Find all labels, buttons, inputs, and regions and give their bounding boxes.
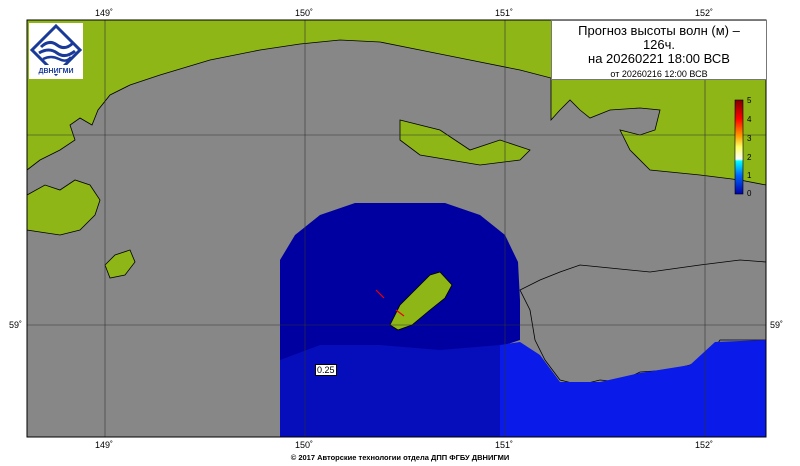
dvnigmi-logo: ДВНИГМИ (29, 23, 83, 79)
colorbar-label: 2 (747, 153, 752, 162)
lon-label-top: 151˚ (495, 8, 514, 18)
bay-land (399, 119, 531, 166)
colorbar-label: 5 (747, 96, 752, 105)
contour-label: 0.25 (315, 364, 337, 376)
wave-direction-arrow (375, 289, 385, 299)
island-in-sea (389, 271, 453, 331)
svg-text:ДВНИГМИ: ДВНИГМИ (39, 68, 74, 75)
lat-label-left: 59˚ (9, 320, 23, 330)
title-line2: 126ч. (642, 37, 676, 52)
colorbar-label: 1 (747, 171, 752, 180)
lon-label-bottom: 151˚ (495, 440, 514, 450)
copyright-footer: © 2017 Авторские технологии отдела ДПП Ф… (290, 453, 510, 462)
small-island (104, 249, 136, 279)
colorbar-label: 0 (747, 189, 752, 198)
lon-label-bottom: 152˚ (695, 440, 714, 450)
title-line4: от 20260216 12:00 ВСВ (610, 69, 708, 79)
logo-emblem-icon: ДВНИГМИ (29, 23, 83, 77)
lat-label-right: 59˚ (770, 320, 784, 330)
title-line3: на 20260221 18:00 ВСВ (588, 51, 730, 66)
title-line1: Прогноз высоты волн (м) – (578, 23, 740, 38)
graticule (27, 20, 766, 437)
map-frame (26, 19, 767, 438)
lon-label-bottom: 149˚ (95, 440, 114, 450)
wave-direction-arrow (395, 309, 405, 317)
lon-label-top: 149˚ (95, 8, 114, 18)
title-box: Прогноз высоты волн (м) – 126ч. на 20260… (551, 20, 767, 80)
colorbar (734, 99, 744, 195)
lon-label-bottom: 150˚ (295, 440, 314, 450)
lon-label-top: 152˚ (695, 8, 714, 18)
colorbar-label: 4 (747, 115, 752, 124)
peninsula-west (26, 179, 101, 236)
wave-field-mid (500, 340, 766, 437)
wave-field-025 (280, 345, 500, 437)
lon-label-top: 150˚ (295, 8, 314, 18)
colorbar-label: 3 (747, 134, 752, 143)
